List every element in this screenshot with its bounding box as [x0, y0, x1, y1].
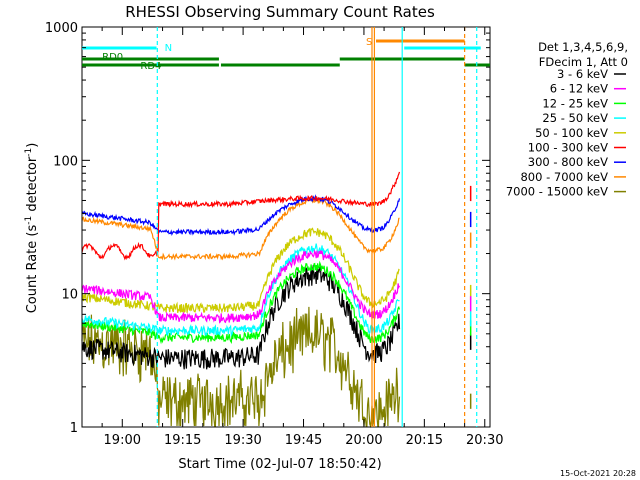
legend-entry-1: 6 - 12 keV [550, 82, 608, 96]
y-axis-label: Count Rate (s-1 detector-1) [24, 143, 40, 314]
series-line-3 [81, 243, 400, 338]
y-axis-label-end: ) [25, 143, 40, 148]
series-line-0 [81, 265, 401, 370]
y-axis-label-exp2: -1 [24, 148, 34, 157]
y-tick-label: 1 [70, 421, 78, 436]
series-line-6 [81, 194, 401, 237]
x-tick-label: 20:15 [406, 433, 443, 448]
y-tick-label: 10 [61, 288, 78, 303]
legend-entry-6: 300 - 800 keV [528, 155, 608, 169]
rd4-label: RD4 [140, 61, 161, 72]
chart-title: RHESSI Observing Summary Count Rates [125, 3, 435, 21]
series-line-7 [81, 196, 400, 261]
x-tick-label: 20:00 [345, 433, 382, 448]
flag-bars: RD0 RD4 N S [82, 27, 490, 427]
x-tick-label: 19:30 [224, 433, 261, 448]
x-tick-label: 19:00 [104, 433, 141, 448]
y-axis-ticks: 1 10 100 1000 [45, 21, 490, 436]
n-label: N [165, 43, 172, 54]
plot-area [81, 26, 491, 429]
y-axis-label-mid: detector [25, 156, 40, 216]
legend-header-0: Det 1,3,4,5,6,9, [538, 40, 628, 54]
s-label: S [366, 37, 372, 48]
legend: Det 1,3,4,5,6,9,FDecim 1, Att 03 - 6 keV… [506, 40, 628, 199]
x-tick-label: 19:15 [164, 433, 201, 448]
x-axis-ticks: 19:00 19:15 19:30 19:45 20:00 20:15 20:30 [81, 27, 503, 448]
legend-entry-3: 25 - 50 keV [542, 111, 608, 125]
x-axis-label: Start Time (02-Jul-07 18:50:42) [178, 457, 381, 472]
series-line-4 [81, 227, 400, 314]
legend-entry-8: 7000 - 15000 keV [506, 185, 608, 199]
x-tick-label: 20:30 [466, 433, 503, 448]
legend-header-1: FDecim 1, Att 0 [539, 55, 628, 69]
series-line-1 [81, 249, 401, 324]
plot-frame [81, 26, 491, 428]
legend-entry-0: 3 - 6 keV [557, 67, 608, 81]
rd0-label: RD0 [102, 52, 123, 63]
timestamp: 15-Oct-2021 20:28 [560, 469, 636, 478]
series-line-5 [81, 171, 401, 261]
x-tick-label: 19:45 [285, 433, 322, 448]
y-axis-label-main: Count Rate (s [25, 225, 40, 314]
y-tick-label: 1000 [45, 21, 78, 36]
legend-entry-7: 800 - 7000 keV [520, 170, 608, 184]
legend-entry-2: 12 - 25 keV [542, 96, 608, 110]
y-tick-label: 100 [53, 154, 78, 169]
legend-entry-5: 100 - 300 keV [528, 141, 608, 155]
legend-entry-4: 50 - 100 keV [535, 126, 608, 140]
y-axis-label-exp1: -1 [24, 216, 34, 225]
